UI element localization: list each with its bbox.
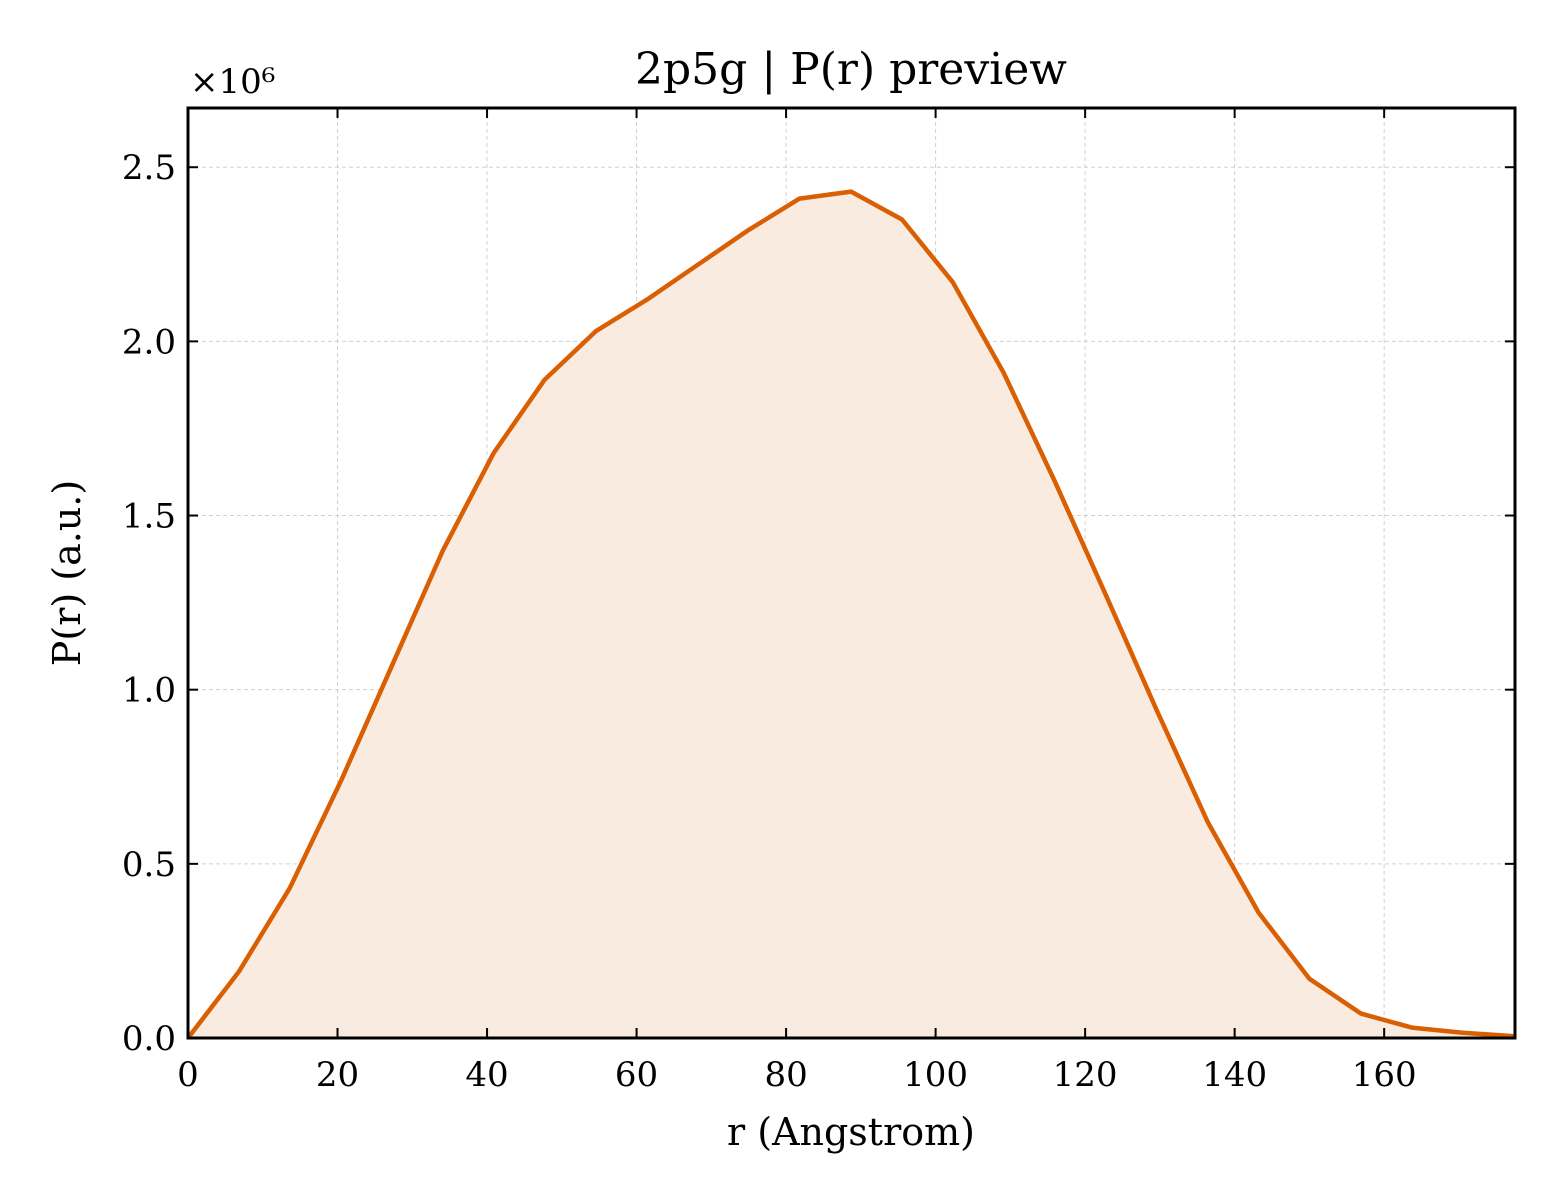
series-area-fill (188, 191, 1515, 1039)
y-tick-label: 0.5 (122, 845, 176, 885)
x-tick-label: 80 (764, 1055, 807, 1095)
axis-ticks: 0 20 40 60 80 100 120 140 160 0.0 0.5 1.0 1.5 2.0 2.5 (122, 108, 1515, 1095)
x-tick-label: 140 (1202, 1055, 1267, 1095)
x-tick-label: 0 (177, 1055, 199, 1095)
x-tick-label: 120 (1053, 1055, 1118, 1095)
x-axis-label: r (Angstrom) (727, 1110, 975, 1154)
x-tick-label: 60 (615, 1055, 658, 1095)
chart-title: 2p5g | P(r) preview (635, 44, 1067, 95)
y-tick-label: 1.5 (122, 497, 176, 537)
x-tick-label: 160 (1352, 1055, 1417, 1095)
y-tick-label: 2.5 (122, 148, 176, 188)
series-line (186, 189, 1516, 1040)
x-tick-label: 40 (465, 1055, 508, 1095)
y-axis-label: P(r) (a.u.) (45, 480, 89, 666)
x-tick-label: 20 (316, 1055, 359, 1095)
y-scale-multiplier: ×10⁶ (190, 62, 275, 102)
y-tick-label: 2.0 (122, 322, 176, 362)
y-tick-label: 1.0 (122, 671, 176, 711)
plot-frame (186, 106, 1517, 1040)
x-tick-label: 100 (903, 1055, 968, 1095)
y-tick-label: 0.0 (122, 1019, 176, 1059)
